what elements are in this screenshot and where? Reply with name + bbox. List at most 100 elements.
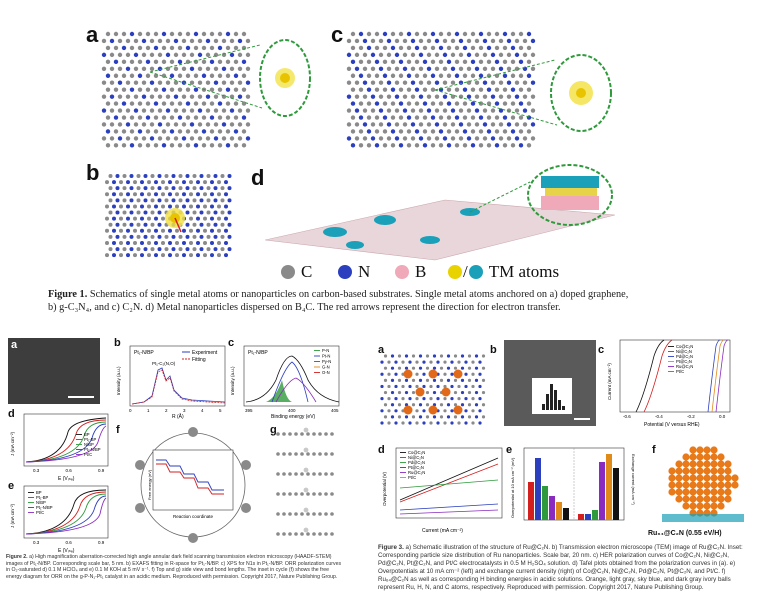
- lattice-atom: [105, 129, 111, 134]
- lattice-atom: [105, 101, 111, 106]
- lattice-atom: [125, 136, 131, 141]
- lattice-atom: [434, 52, 440, 58]
- lattice-atom: [217, 192, 221, 197]
- lattice-atom: [478, 31, 484, 37]
- lattice-atom: [506, 66, 512, 71]
- graphene-lattice: [101, 31, 251, 148]
- lattice-atom: [169, 87, 175, 92]
- side-view-atom: [288, 512, 292, 516]
- ru-atom: [668, 481, 676, 489]
- lattice-atom: [193, 87, 199, 92]
- lattice-atom: [390, 115, 396, 120]
- lattice-atom: [446, 143, 452, 148]
- ru-atom: [703, 467, 711, 475]
- lattice-atom: [358, 115, 364, 120]
- ru-atom: [696, 453, 704, 461]
- legend-label: O-N: [322, 370, 330, 375]
- lattice-atom: [374, 73, 380, 78]
- side-view-atom: [318, 452, 322, 456]
- lattice-atom: [482, 38, 488, 44]
- lattice-atom: [197, 108, 203, 113]
- lattice-atom: [189, 204, 193, 209]
- lattice-atom: [518, 73, 524, 78]
- lattice-atom: [370, 94, 376, 99]
- lattice-atom: [153, 101, 159, 106]
- lattice-atom: [386, 136, 392, 141]
- lattice-atom: [439, 403, 444, 407]
- side-view-atom: [330, 492, 334, 496]
- side-view-atom: [300, 492, 304, 496]
- lattice-atom: [526, 87, 532, 92]
- legend-label: Ru@C₂N: [408, 470, 425, 475]
- lattice-atom: [466, 122, 472, 127]
- ru-atom: [682, 488, 690, 496]
- lattice-atom: [380, 360, 384, 364]
- x-tick-label: 5: [219, 408, 222, 413]
- lattice-atom: [402, 38, 408, 44]
- lattice-atom: [466, 52, 472, 58]
- legend-label: G-N: [322, 365, 330, 370]
- lattice-atom: [442, 122, 448, 127]
- lattice-atom: [213, 136, 219, 141]
- lattice-atom: [141, 108, 147, 113]
- lattice-atom: [432, 403, 437, 407]
- lattice-atom: [462, 115, 468, 120]
- lattice-atom: [229, 136, 235, 141]
- lattice-atom: [522, 80, 528, 85]
- side-view-atom: [294, 472, 298, 476]
- lattice-atom: [510, 101, 516, 106]
- lattice-atom: [125, 38, 131, 44]
- lattice-atom: [189, 108, 195, 113]
- lattice-atom: [470, 87, 476, 92]
- lattice-atom: [386, 66, 392, 71]
- lattice-atom: [177, 115, 183, 120]
- lattice-atom: [346, 122, 352, 127]
- lattice-atom: [397, 390, 402, 395]
- envelope-curve: [245, 355, 340, 403]
- lattice-atom: [201, 31, 207, 37]
- lattice-atom: [157, 247, 162, 252]
- lattice-atom: [213, 234, 218, 239]
- lattice-atom: [380, 409, 384, 413]
- x-tick-label: -0.2: [687, 414, 695, 419]
- lattice-atom: [486, 101, 492, 106]
- lattice-atom: [436, 397, 440, 401]
- lattice-atom: [108, 198, 113, 203]
- lattice-atom: [129, 115, 135, 120]
- lattice-atom: [402, 108, 408, 113]
- lattice-atom: [498, 38, 504, 44]
- ru-atom: [710, 495, 718, 503]
- lattice-atom: [425, 354, 430, 358]
- pt-atom: [303, 487, 309, 493]
- pt-atom: [303, 447, 309, 453]
- lattice-atom: [108, 234, 113, 239]
- lattice-atom: [185, 45, 191, 51]
- lattice-atom: [224, 240, 228, 245]
- lattice-atom: [362, 108, 368, 113]
- side-view-atom: [330, 432, 334, 436]
- exchange-current-ylabel: Exchange current (mA cm⁻²): [631, 454, 636, 505]
- lattice-atom: [402, 94, 408, 99]
- lattice-atom: [199, 234, 204, 239]
- lattice-atom: [454, 143, 460, 148]
- side-view-atom: [306, 472, 310, 476]
- lattice-atom: [157, 52, 163, 58]
- lattice-atom: [192, 210, 197, 215]
- lattice-atom: [241, 101, 247, 106]
- ru-atom: [717, 488, 725, 496]
- lattice-atom: [245, 122, 251, 127]
- ru-atom: [710, 502, 718, 510]
- lattice-atom: [498, 80, 504, 85]
- lattice-atom: [358, 73, 364, 78]
- lattice-atom: [193, 31, 199, 37]
- fig3-panel-b-label: b: [490, 344, 497, 356]
- lattice-atom: [481, 366, 486, 370]
- lattice-atom: [378, 66, 384, 71]
- lattice-atom: [442, 66, 448, 71]
- lattice-atom: [213, 80, 219, 85]
- lattice-atom: [380, 421, 384, 425]
- lattice-atom: [189, 38, 195, 44]
- pt-atom: [303, 527, 309, 533]
- lattice-atom: [161, 59, 167, 65]
- lattice-atom: [410, 66, 416, 71]
